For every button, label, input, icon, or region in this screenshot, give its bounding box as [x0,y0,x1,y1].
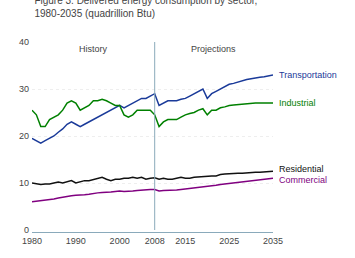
svg-text:0: 0 [24,225,29,235]
svg-text:Figure 3. Delivered energy con: Figure 3. Delivered energy consumption b… [34,0,257,19]
svg-text:1980: 1980 [22,236,42,246]
svg-text:Transportation: Transportation [279,70,337,80]
svg-text:10: 10 [19,178,29,188]
svg-text:20: 20 [19,131,29,141]
svg-text:2000: 2000 [110,236,130,246]
svg-text:30: 30 [19,84,29,94]
svg-text:Commercial: Commercial [279,175,327,185]
svg-text:Projections: Projections [191,44,236,54]
svg-text:2015: 2015 [175,236,195,246]
svg-text:1990: 1990 [66,236,86,246]
svg-text:40: 40 [19,37,29,47]
svg-text:Residential: Residential [279,164,324,174]
svg-text:2008: 2008 [145,236,165,246]
svg-text:2035: 2035 [263,236,283,246]
svg-text:History: History [79,44,108,54]
svg-text:Industrial: Industrial [279,98,316,108]
svg-text:2025: 2025 [219,236,239,246]
